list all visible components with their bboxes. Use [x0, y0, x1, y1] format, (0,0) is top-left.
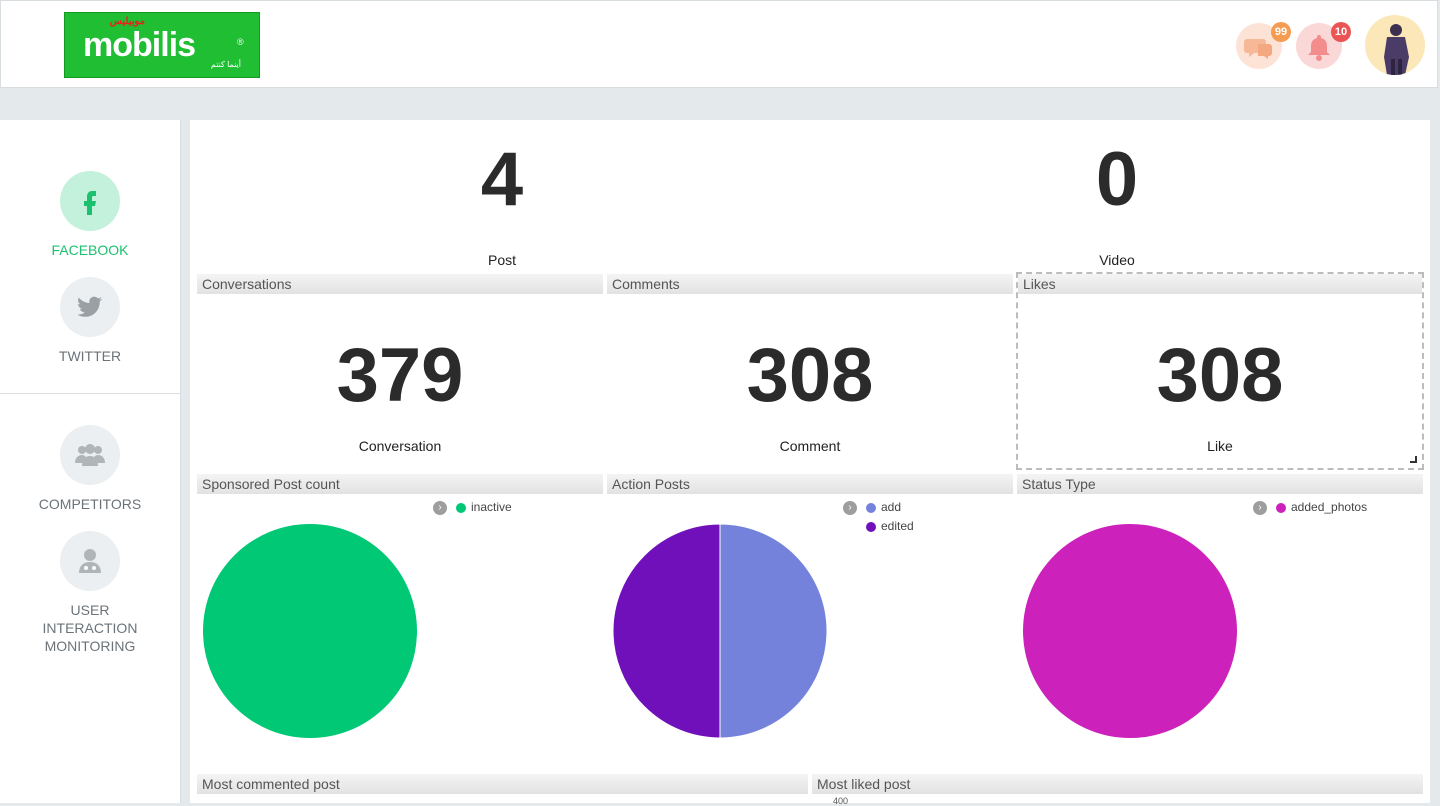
messages-button[interactable]: 99	[1236, 22, 1291, 69]
legend-label: add	[881, 500, 902, 514]
notifications-button[interactable]: 10	[1296, 22, 1351, 69]
legend-label: inactive	[471, 500, 512, 514]
pie-slice-inactive[interactable]	[203, 524, 417, 738]
most-commented-panel-title[interactable]: Most commented post	[197, 774, 808, 794]
pie-slice-add[interactable]	[719, 523, 828, 739]
post-stat: 4 Post	[452, 137, 552, 269]
logo-wordmark: mobilis	[83, 26, 196, 64]
sponsored-pie-chart	[203, 524, 417, 738]
video-label: Video	[1099, 252, 1135, 268]
sidebar-item-competitors[interactable]: COMPETITORS	[0, 425, 180, 513]
most-liked-panel-title[interactable]: Most liked post	[812, 774, 1423, 794]
legend-swatch	[866, 521, 876, 532]
top-header: موبيليس mobilis ® أينما كنتم 99 10	[0, 0, 1438, 88]
likes-panel-selected[interactable]	[1016, 272, 1424, 470]
status-type-pie-chart	[1023, 524, 1237, 738]
user-monitoring-icon-circle	[60, 531, 120, 591]
comments-count: 308	[746, 333, 874, 418]
legend-item[interactable]: add	[866, 498, 914, 517]
sidebar-item-facebook[interactable]: FACEBOOK	[0, 171, 180, 259]
sidebar: FACEBOOK TWITTER COMPETITORS	[0, 120, 181, 803]
conversations-count: 379	[336, 333, 464, 418]
resize-handle[interactable]	[1410, 456, 1417, 463]
conversations-label: Conversation	[358, 438, 442, 454]
avatar-photo	[1384, 24, 1409, 75]
legend-label: added_photos	[1291, 500, 1368, 514]
legend-swatch	[1276, 502, 1286, 513]
legend-toggle-icon[interactable]: ›	[433, 501, 447, 515]
post-label: Post	[487, 252, 516, 268]
likes-label: Like	[1207, 438, 1233, 454]
logo-arabic-top: موبيليس	[109, 16, 145, 27]
sidebar-item-label: COMPETITORS	[38, 496, 142, 512]
post-count: 4	[480, 137, 524, 222]
logo-registered-mark: ®	[237, 37, 244, 47]
comments-stat: 308 Comment	[710, 333, 910, 455]
bell-icon	[1308, 35, 1330, 61]
sidebar-item-user-interaction-monitoring[interactable]: USER INTERACTION MONITORING	[0, 531, 180, 655]
twitter-icon	[77, 296, 103, 317]
chat-bubbles-icon	[1244, 39, 1272, 59]
users-group-icon	[75, 444, 105, 466]
axis-tick-label: 400	[833, 796, 849, 806]
pie-slice-edited[interactable]	[612, 523, 721, 739]
sponsored-legend: inactive	[456, 498, 512, 517]
video-count: 0	[1095, 137, 1139, 222]
sponsored-panel-title[interactable]: Sponsored Post count	[197, 474, 603, 494]
messages-count-badge: 99	[1271, 22, 1291, 42]
legend-label: edited	[881, 519, 914, 533]
legend-swatch	[456, 502, 466, 513]
conversations-panel-title[interactable]: Conversations	[197, 274, 603, 294]
conversations-stat: 379 Conversation	[300, 333, 500, 455]
sidebar-item-label: FACEBOOK	[51, 242, 129, 258]
legend-item[interactable]: added_photos	[1276, 498, 1367, 517]
legend-swatch	[866, 502, 876, 513]
competitors-icon-circle	[60, 425, 120, 485]
pie-slice-added-photos[interactable]	[1023, 524, 1237, 738]
user-doctor-icon	[79, 549, 101, 573]
sidebar-divider	[0, 393, 180, 394]
sidebar-item-twitter[interactable]: TWITTER	[0, 277, 180, 365]
likes-stat: 308 Like	[1120, 333, 1320, 455]
action-posts-pie-chart	[612, 523, 828, 739]
sidebar-item-label: USER INTERACTION MONITORING	[42, 602, 138, 654]
user-avatar[interactable]	[1365, 15, 1425, 75]
comments-label: Comment	[779, 438, 841, 454]
action-posts-legend: add edited	[866, 498, 914, 536]
dashboard-main: 4 Post 0 Video Conversations Comments Li…	[190, 120, 1430, 806]
likes-count: 308	[1156, 333, 1284, 418]
twitter-icon-circle	[60, 277, 120, 337]
legend-item[interactable]: edited	[866, 517, 914, 536]
facebook-icon-circle	[60, 171, 120, 231]
comments-panel-title[interactable]: Comments	[607, 274, 1013, 294]
likes-panel-title[interactable]: Likes	[1018, 274, 1422, 294]
facebook-icon	[84, 191, 96, 215]
video-stat: 0 Video	[1067, 137, 1167, 269]
mobilis-logo[interactable]: موبيليس mobilis ® أينما كنتم	[64, 12, 260, 78]
status-type-panel-title[interactable]: Status Type	[1017, 474, 1423, 494]
legend-item[interactable]: inactive	[456, 498, 512, 517]
legend-toggle-icon[interactable]: ›	[843, 501, 857, 515]
legend-toggle-icon[interactable]: ›	[1253, 501, 1267, 515]
action-posts-panel-title[interactable]: Action Posts	[607, 474, 1013, 494]
notifications-count-badge: 10	[1331, 22, 1351, 42]
logo-arabic-tagline: أينما كنتم	[210, 60, 241, 69]
sidebar-item-label: TWITTER	[58, 348, 122, 364]
status-type-legend: added_photos	[1276, 498, 1367, 517]
